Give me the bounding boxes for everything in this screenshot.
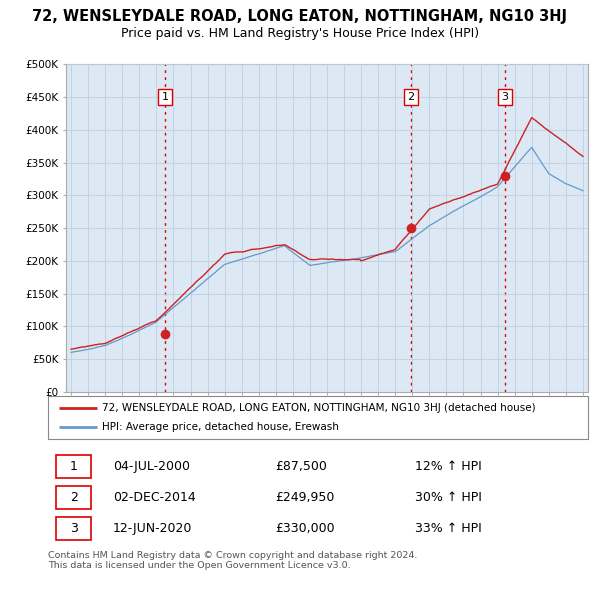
Text: 72, WENSLEYDALE ROAD, LONG EATON, NOTTINGHAM, NG10 3HJ (detached house): 72, WENSLEYDALE ROAD, LONG EATON, NOTTIN… — [102, 403, 536, 413]
Text: £249,950: £249,950 — [275, 491, 334, 504]
Bar — [56, 517, 91, 540]
Text: £330,000: £330,000 — [275, 522, 334, 535]
Text: 3: 3 — [70, 522, 77, 535]
Text: 33% ↑ HPI: 33% ↑ HPI — [415, 522, 482, 535]
Text: 1: 1 — [70, 460, 77, 473]
Text: Contains HM Land Registry data © Crown copyright and database right 2024.
This d: Contains HM Land Registry data © Crown c… — [48, 550, 418, 570]
Text: 12-JUN-2020: 12-JUN-2020 — [113, 522, 192, 535]
Text: 30% ↑ HPI: 30% ↑ HPI — [415, 491, 482, 504]
Text: 3: 3 — [502, 92, 509, 102]
Text: 2: 2 — [407, 92, 415, 102]
Text: Price paid vs. HM Land Registry's House Price Index (HPI): Price paid vs. HM Land Registry's House … — [121, 27, 479, 40]
Text: 04-JUL-2000: 04-JUL-2000 — [113, 460, 190, 473]
Bar — [56, 455, 91, 478]
Text: 12% ↑ HPI: 12% ↑ HPI — [415, 460, 482, 473]
Text: £87,500: £87,500 — [275, 460, 326, 473]
Text: 2: 2 — [70, 491, 77, 504]
Bar — [56, 486, 91, 509]
Text: 72, WENSLEYDALE ROAD, LONG EATON, NOTTINGHAM, NG10 3HJ: 72, WENSLEYDALE ROAD, LONG EATON, NOTTIN… — [32, 9, 568, 24]
Text: 02-DEC-2014: 02-DEC-2014 — [113, 491, 196, 504]
Text: 1: 1 — [161, 92, 169, 102]
Text: HPI: Average price, detached house, Erewash: HPI: Average price, detached house, Erew… — [102, 422, 339, 432]
